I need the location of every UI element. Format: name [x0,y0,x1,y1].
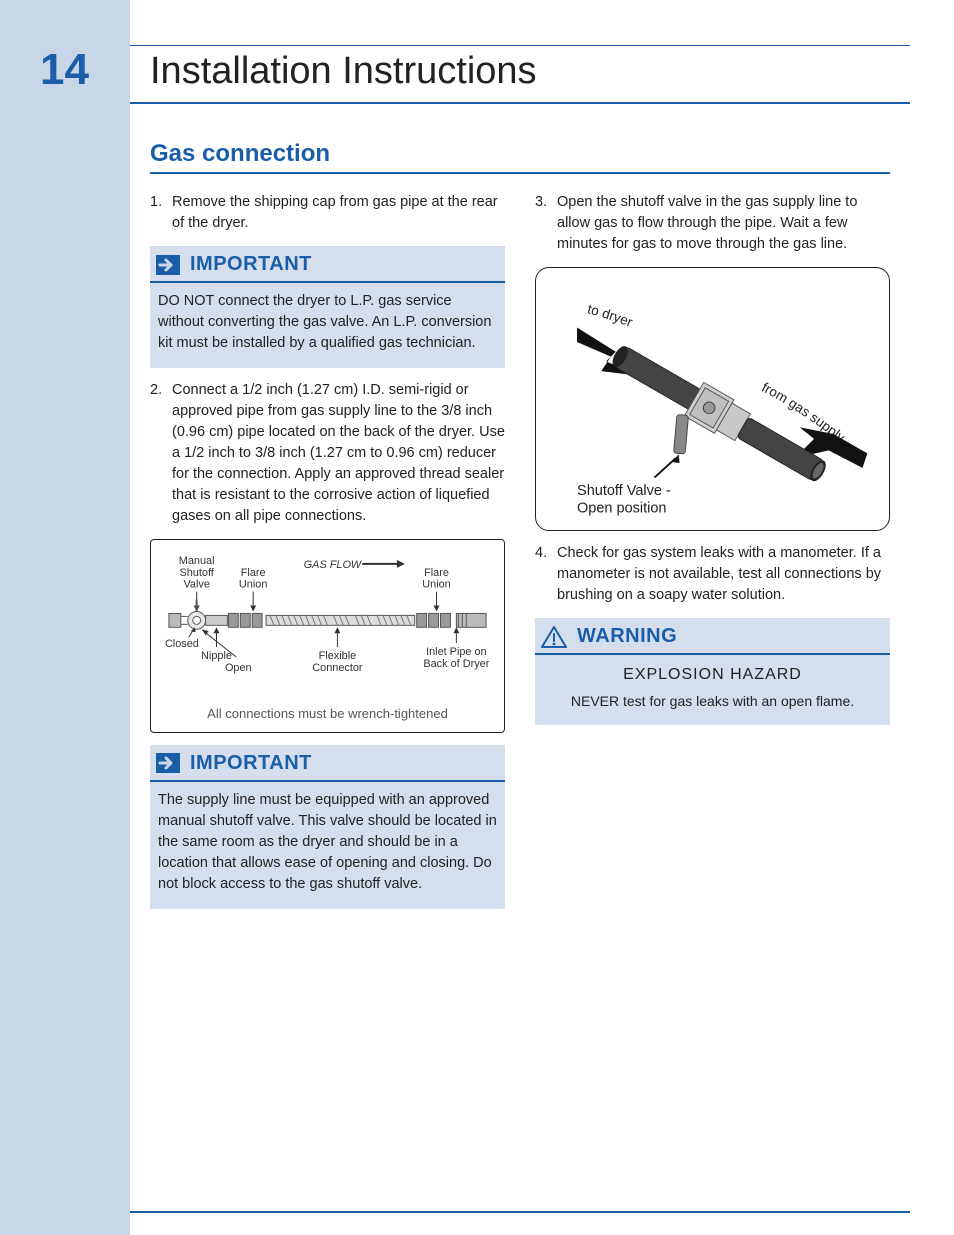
important-label: IMPORTANT [190,250,312,279]
arrow-icon [156,255,180,275]
svg-text:Back of Dryer: Back of Dryer [423,658,489,670]
section-heading: Gas connection [150,140,890,174]
svg-text:Shutoff: Shutoff [180,567,215,579]
important-callout: IMPORTANT DO NOT connect the dryer to L.… [150,246,505,368]
warning-icon [541,625,567,649]
right-column: 3. Open the shutoff valve in the gas sup… [535,192,890,921]
step-number: 1. [150,192,172,234]
svg-text:Flare: Flare [424,567,449,579]
rule [130,1211,910,1213]
step-text: Remove the shipping cap from gas pipe at… [172,192,505,234]
warning-text: NEVER test for gas leaks with an open fl… [543,691,882,711]
svg-text:Shutoff Valve -: Shutoff Valve - [577,483,671,499]
important-body: The supply line must be equipped with an… [150,782,505,909]
warning-title: EXPLOSION HAZARD [543,663,882,686]
page-number: 14 [40,45,89,95]
step-number: 2. [150,380,172,527]
important-callout: IMPORTANT The supply line must be equipp… [150,745,505,909]
step-4: 4. Check for gas system leaks with a man… [535,543,890,606]
svg-text:Valve: Valve [183,579,209,591]
rule [130,45,910,46]
step-3: 3. Open the shutoff valve in the gas sup… [535,192,890,255]
step-text: Connect a 1/2 inch (1.27 cm) I.D. semi-r… [172,380,505,527]
svg-text:Flexible: Flexible [319,650,357,662]
gas-flow-diagram: Manual Shutoff Valve Flare Union GAS FLO… [150,539,505,733]
shutoff-valve-diagram: to dryer from gas supply [535,267,890,531]
diagram-caption: All connections must be wrench-tightened [159,705,496,724]
svg-text:Inlet Pipe on: Inlet Pipe on [426,646,487,658]
gas-flow-label: GAS FLOW [304,559,363,571]
svg-text:Union: Union [422,579,450,591]
step-2: 2. Connect a 1/2 inch (1.27 cm) I.D. sem… [150,380,505,527]
left-column: 1. Remove the shipping cap from gas pipe… [150,192,505,921]
rule [130,102,910,104]
svg-text:Nipple: Nipple [201,650,232,662]
important-label: IMPORTANT [190,749,312,778]
svg-text:Flare: Flare [241,567,266,579]
page-title: Installation Instructions [150,50,537,93]
step-text: Open the shutoff valve in the gas supply… [557,192,890,255]
warning-callout: WARNING EXPLOSION HAZARD NEVER test for … [535,618,890,724]
warning-label: WARNING [577,622,677,651]
step-number: 4. [535,543,557,606]
svg-text:Union: Union [239,579,267,591]
sidebar-band [0,0,130,1235]
svg-text:Connector: Connector [312,662,363,674]
svg-text:Open position: Open position [577,500,666,516]
arrow-icon [156,753,180,773]
step-number: 3. [535,192,557,255]
important-body: DO NOT connect the dryer to L.P. gas ser… [150,283,505,368]
svg-text:Open: Open [225,662,252,674]
svg-text:to dryer: to dryer [586,301,635,330]
step-text: Check for gas system leaks with a manome… [557,543,890,606]
svg-text:Manual: Manual [179,555,215,567]
svg-text:Closed: Closed [165,638,199,650]
step-1: 1. Remove the shipping cap from gas pipe… [150,192,505,234]
